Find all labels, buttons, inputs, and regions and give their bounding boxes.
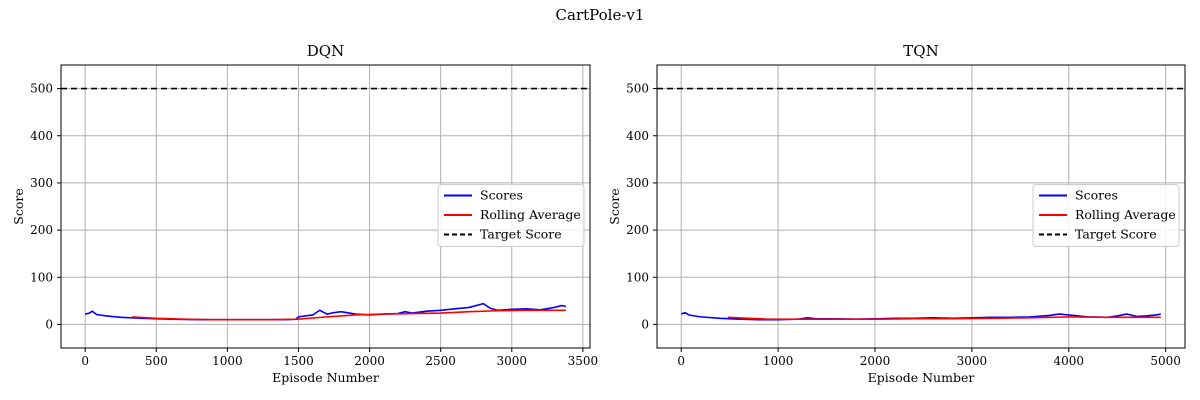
legend-box (1032, 184, 1180, 247)
legend-label: Target Score (1075, 227, 1157, 242)
x-tick-label: 2500 (425, 354, 456, 368)
legend: Scores Rolling Average Target Score (437, 184, 585, 247)
x-axis-label: Episode Number (868, 370, 975, 385)
x-tick-label: 500 (145, 354, 168, 368)
x-tick-label: 0 (677, 354, 685, 368)
axes-frame (60, 64, 591, 349)
plot-area (61, 87, 590, 321)
y-tick-label: 200 (626, 223, 649, 237)
chart-panel-dqn: 0 500 1000 1500 2000 2500 3000 3500 0 100 200 300 40… (11, 42, 598, 385)
legend-label: Scores (480, 188, 523, 203)
panel-title: DQN (307, 42, 344, 60)
legend-label: Rolling Average (480, 207, 581, 222)
chart-panel-tqn: 0 1000 2000 3000 4000 5000 0 100 200 300 400 500 TQN… (607, 42, 1186, 385)
y-tick-label: 300 (30, 176, 53, 190)
y-tick-label: 400 (626, 129, 649, 143)
x-axis-label: Episode Number (272, 370, 379, 385)
axes-frame (656, 64, 1186, 349)
x-tick-label: 2000 (860, 354, 891, 368)
series-line-scores (680, 311, 1161, 321)
legend-label: Scores (1075, 188, 1118, 203)
x-tick-label: 3000 (957, 354, 988, 368)
chart-panels: 0 500 1000 1500 2000 2500 3000 3500010020030040… (11, 42, 1186, 385)
x-tick-label: 0 (81, 354, 89, 368)
y-tick-label: 100 (626, 270, 649, 284)
figure-title: CartPole-v1 (556, 6, 645, 24)
x-tick-label: 3500 (568, 354, 599, 368)
legend-label: Rolling Average (1075, 207, 1176, 222)
y-axis-label: Score (607, 188, 622, 224)
y-tick-label: 500 (626, 82, 649, 96)
x-tick-label: 2000 (354, 354, 385, 368)
y-tick-label: 200 (30, 223, 53, 237)
x-tick-label: 1500 (283, 354, 314, 368)
legend-box (437, 184, 585, 247)
x-tick-label: 3000 (497, 354, 528, 368)
x-tick-label: 1000 (212, 354, 243, 368)
x-tick-label: 5000 (1150, 354, 1181, 368)
y-tick-label: 400 (30, 129, 53, 143)
y-axis-label: Score (11, 188, 26, 224)
panel-title: TQN (903, 42, 938, 60)
y-tick-label: 500 (30, 82, 53, 96)
legend-label: Target Score (480, 227, 562, 242)
y-tick-label: 0 (641, 317, 649, 331)
y-tick-label: 100 (30, 270, 53, 284)
x-tick-label: 1000 (763, 354, 794, 368)
series-line-rolling-average (132, 309, 566, 321)
series-line-rolling-average (727, 316, 1161, 321)
legend: Scores Rolling Average Target Score (1032, 184, 1180, 247)
plot-area (657, 87, 1185, 321)
y-tick-label: 300 (626, 176, 649, 190)
x-tick-label: 4000 (1053, 354, 1084, 368)
y-tick-label: 0 (45, 317, 53, 331)
